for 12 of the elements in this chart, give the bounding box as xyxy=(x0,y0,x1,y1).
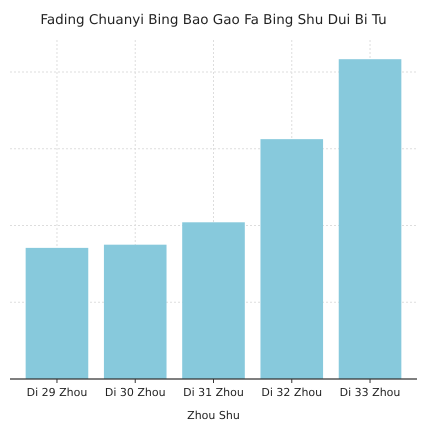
x-tick-label: Di 30 Zhou xyxy=(104,386,166,399)
x-tick-label: Di 31 Zhou xyxy=(183,386,244,399)
bar xyxy=(104,244,167,379)
bar xyxy=(182,222,245,379)
bar xyxy=(338,59,402,379)
x-axis-title: Zhou Shu xyxy=(187,409,240,422)
x-tick-label: Di 29 Zhou xyxy=(26,386,88,399)
x-tick-label: Di 33 Zhou xyxy=(340,386,400,399)
x-tick-label: Di 32 Zhou xyxy=(261,386,322,399)
chart-title: Fading Chuanyi Bing Bao Gao Fa Bing Shu Dui Bi Tu xyxy=(40,12,387,28)
bar xyxy=(26,248,88,379)
bar xyxy=(260,139,324,379)
